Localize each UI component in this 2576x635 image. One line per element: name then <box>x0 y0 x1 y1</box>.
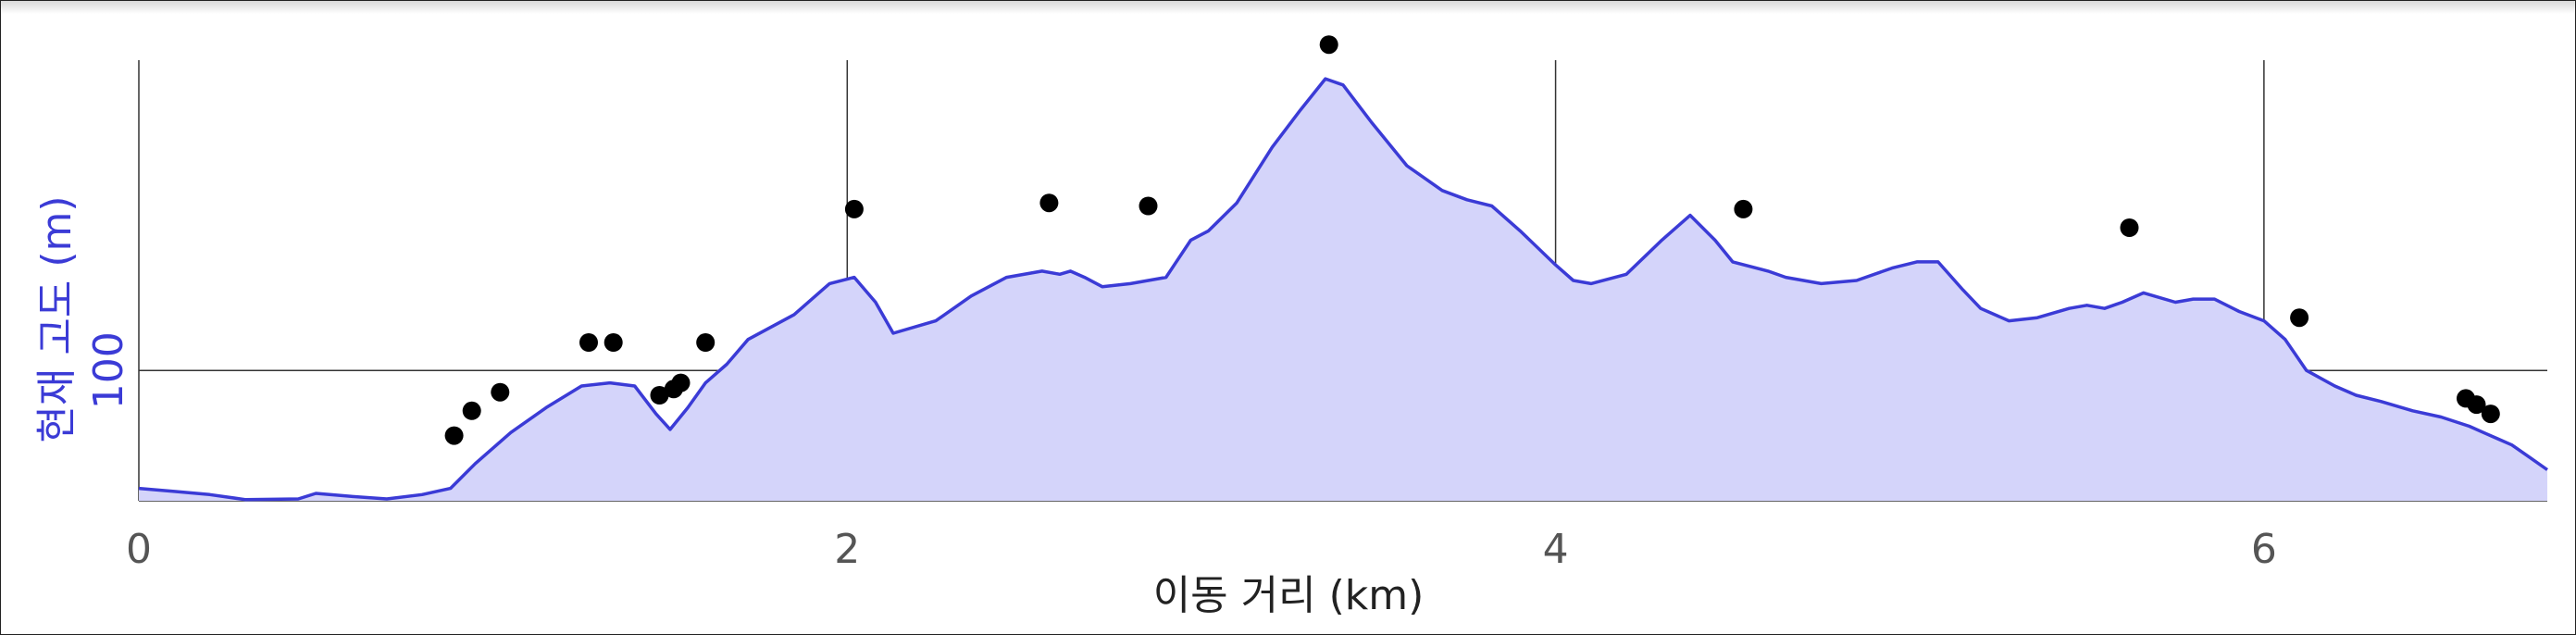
data-point <box>696 333 716 352</box>
x-tick-label: 6 <box>2251 526 2277 573</box>
data-point <box>2290 308 2309 328</box>
data-point <box>844 199 864 218</box>
data-points <box>444 35 2500 445</box>
data-point <box>2481 405 2500 424</box>
data-point <box>462 401 481 420</box>
data-point <box>604 333 623 352</box>
x-axis-label: 이동 거리 (km) <box>1153 572 1425 619</box>
data-point <box>671 373 691 392</box>
data-point <box>650 386 669 405</box>
top-shadow <box>1 1 2575 14</box>
x-tick-label: 0 <box>126 526 152 573</box>
y-tick-label: 100 <box>85 331 132 409</box>
elevation-fill <box>139 79 2547 501</box>
data-point <box>1039 193 1059 213</box>
data-point <box>1319 35 1338 55</box>
elevation-line <box>138 77 2549 502</box>
tick-labels: 0 2 4 6 100 <box>85 331 2277 573</box>
data-point <box>2467 395 2486 415</box>
x-tick-label: 2 <box>834 526 860 573</box>
data-point <box>444 426 464 445</box>
data-point <box>579 333 598 352</box>
y-axis-label: 현재 고도 (m) <box>33 195 81 442</box>
data-point <box>1139 196 1158 216</box>
data-point <box>491 382 510 402</box>
x-tick-label: 4 <box>1543 526 1569 573</box>
elevation-area <box>138 77 2549 502</box>
data-point <box>1734 199 1753 218</box>
data-point <box>2120 218 2139 237</box>
